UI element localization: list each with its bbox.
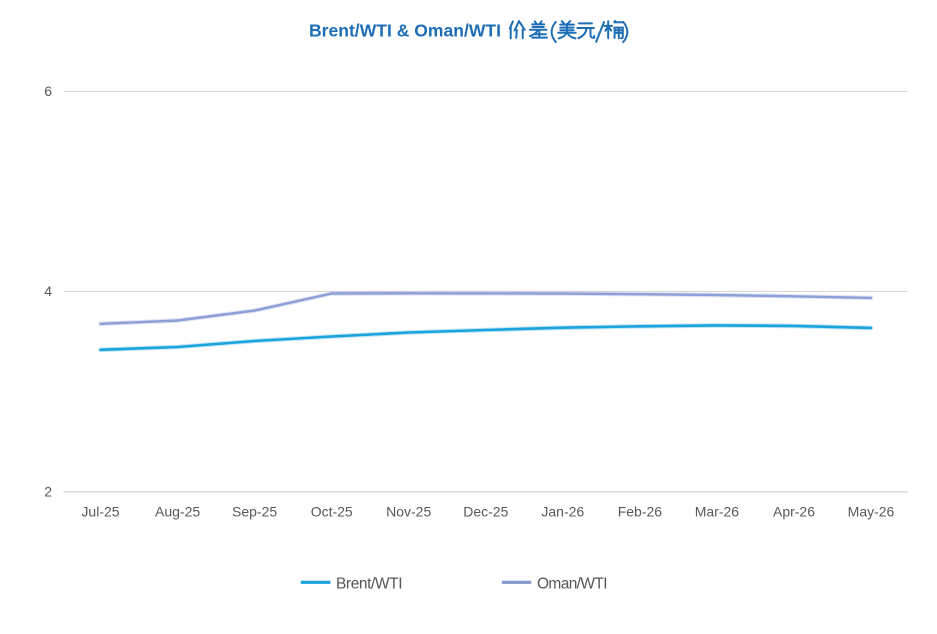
svg-text:May-26: May-26 xyxy=(848,504,895,520)
svg-text:Jan-26: Jan-26 xyxy=(541,504,584,520)
svg-text:Sep-25: Sep-25 xyxy=(232,504,277,520)
svg-text:4: 4 xyxy=(44,283,52,299)
svg-text:Feb-26: Feb-26 xyxy=(618,504,663,520)
svg-text:Oman/WTI: Oman/WTI xyxy=(537,575,608,592)
svg-text:Aug-25: Aug-25 xyxy=(155,504,200,520)
svg-text:Oct-25: Oct-25 xyxy=(311,504,353,520)
svg-text:Apr-26: Apr-26 xyxy=(773,504,815,520)
svg-text:Jul-25: Jul-25 xyxy=(81,504,119,520)
svg-text:Dec-25: Dec-25 xyxy=(463,504,508,520)
svg-text:Mar-26: Mar-26 xyxy=(695,504,740,520)
svg-text:Brent/WTI: Brent/WTI xyxy=(336,575,403,592)
svg-text:Nov-25: Nov-25 xyxy=(386,504,431,520)
svg-text:6: 6 xyxy=(44,83,52,99)
svg-text:Brent/WTI & Oman/WTI: Brent/WTI & Oman/WTI xyxy=(309,21,501,41)
svg-text:2: 2 xyxy=(44,484,52,500)
